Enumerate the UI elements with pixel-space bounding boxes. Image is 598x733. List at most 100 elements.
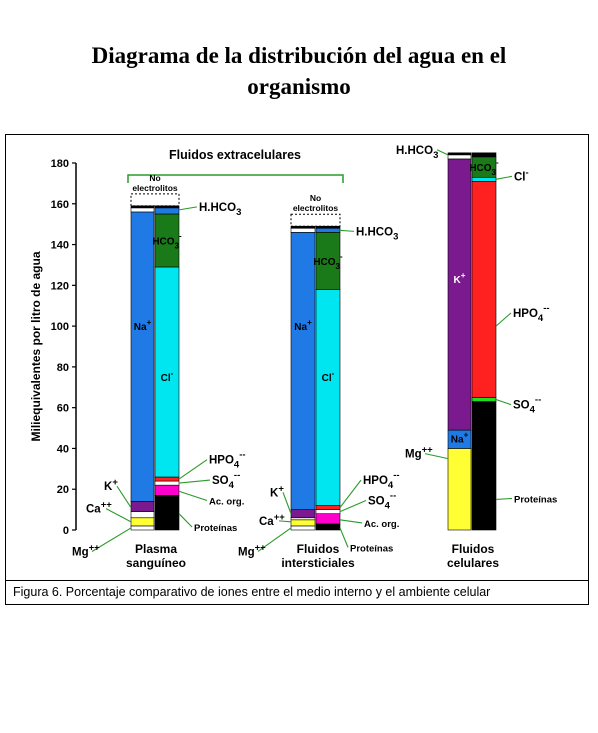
annotation-leader-line	[339, 527, 349, 548]
no-electrolitos-box	[130, 193, 180, 207]
bar-segment	[290, 519, 316, 527]
no-electrolitos-label: electrolitos	[293, 203, 339, 213]
page-title-line-1: Diagrama de la distribución del agua en …	[91, 43, 507, 68]
annotation-label: HPO4--	[513, 303, 550, 324]
annotation-leader-line	[436, 149, 449, 156]
annotation-label: Mg++	[72, 542, 100, 558]
bar-segment	[315, 523, 341, 531]
annotation-label: SO4--	[513, 395, 541, 416]
annotation-leader-line	[282, 492, 292, 514]
bar-segment	[447, 448, 472, 531]
bar-segment	[471, 181, 497, 398]
annotation-leader-line	[178, 513, 193, 528]
y-tick-label: 140	[51, 240, 69, 252]
annotation-leader-line	[91, 527, 132, 552]
annotation-label: Ca++	[259, 512, 285, 528]
annotation-label: SO4--	[212, 470, 240, 491]
no-electrolitos-box	[290, 213, 341, 227]
bar-segment	[447, 152, 472, 156]
annotation-leader-line	[495, 497, 513, 500]
annotation-label: Mg++	[405, 445, 433, 461]
bar-segment	[315, 509, 341, 514]
y-tick-label: 80	[57, 362, 69, 374]
annotation-label: HPO4--	[209, 450, 246, 471]
y-tick-label: 100	[51, 321, 69, 333]
bar-segment	[154, 484, 180, 496]
bar-segment	[290, 227, 316, 233]
bar-segment	[315, 505, 341, 510]
bar-segment	[290, 232, 316, 510]
annotation-label: HPO4--	[363, 470, 400, 491]
annotation-label: Ac. org.	[209, 496, 244, 507]
bar-segment	[447, 154, 472, 160]
bar-segment	[154, 495, 180, 531]
annotation-leader-line	[495, 175, 513, 180]
annotation-leader-line	[178, 459, 208, 480]
annotation-label: Ca++	[86, 500, 112, 516]
annotation-label: SO4--	[368, 490, 396, 511]
annotation-leader-line	[178, 490, 208, 502]
figure-caption: Figura 6. Porcentaje comparativo de ione…	[5, 580, 589, 605]
bar-inner-label: HCO3-	[469, 158, 499, 177]
bar-segment	[154, 476, 180, 482]
no-electrolitos-label: No	[310, 193, 321, 203]
bar-segment	[315, 513, 341, 525]
bar-inner-label: Na+	[451, 430, 469, 445]
annotation-leader-line	[339, 479, 362, 508]
bar-segment	[154, 480, 180, 486]
annotation-leader-line	[495, 312, 512, 327]
category-label: celulares	[447, 556, 499, 570]
annotation-leader-line	[257, 527, 292, 552]
bar-inner-label: Cl-	[322, 369, 335, 384]
annotation-leader-line	[339, 519, 363, 524]
page-title-line-2: organismo	[247, 74, 351, 99]
annotation-leader-line	[178, 479, 211, 484]
bar-segment	[315, 227, 341, 233]
bar-inner-label: Na+	[294, 318, 312, 333]
bar-segment	[154, 213, 180, 268]
annotation-leader-line	[495, 398, 512, 406]
category-label: Fluidos	[452, 542, 495, 556]
bar-segment	[130, 517, 155, 527]
annotation-label: Proteínas	[350, 543, 393, 554]
group-label: Fluidos extracelulares	[169, 148, 301, 162]
annotation-leader-line	[339, 499, 367, 513]
bar-inner-label: Na+	[134, 318, 152, 333]
y-tick-label: 160	[51, 199, 69, 211]
bar-segment	[290, 509, 316, 519]
bar-segment	[290, 525, 316, 531]
bar-segment	[315, 289, 341, 506]
bar-segment	[471, 397, 497, 402]
annotation-label: K+	[270, 483, 284, 499]
chart-figure: 0 20 40 60 80 100 120 140 160 180 Miliequivalentes…	[5, 134, 589, 605]
bar-inner-label: Cl-	[161, 369, 174, 384]
bar-segment	[154, 266, 180, 478]
y-axis-label: Miliequivalentes por litro de agua	[29, 251, 43, 441]
category-label: sanguíneo	[126, 556, 186, 570]
page-title: Diagrama de la distribución del agua en …	[0, 40, 598, 102]
category-label: intersticiales	[281, 556, 355, 570]
bar-segment	[471, 152, 497, 158]
annotation-leader-line	[178, 206, 198, 211]
y-tick-label: 0	[63, 525, 69, 537]
annotation-leader-line	[278, 520, 292, 523]
bar-segment	[315, 225, 341, 229]
bar-segment	[130, 205, 155, 209]
no-electrolitos-label: No	[149, 173, 160, 183]
bar-segment	[154, 207, 180, 215]
annotation-leader-line	[424, 453, 449, 460]
bar-segment	[471, 401, 497, 531]
annotation-label: Cl-	[514, 167, 529, 183]
no-electrolitos-label: electrolitos	[132, 183, 178, 193]
bar-segment	[290, 517, 316, 521]
y-tick-label: 40	[57, 443, 69, 455]
bar-segment	[130, 211, 155, 502]
annotation-label: Proteínas	[194, 523, 237, 534]
bar-segment	[154, 205, 180, 209]
bar-inner-label: K+	[454, 271, 466, 286]
bar-segment	[130, 511, 155, 519]
y-tick-label: 20	[57, 484, 69, 496]
bar-segment	[130, 525, 155, 531]
bar-segment	[471, 176, 497, 182]
category-label: Plasma	[135, 542, 177, 556]
